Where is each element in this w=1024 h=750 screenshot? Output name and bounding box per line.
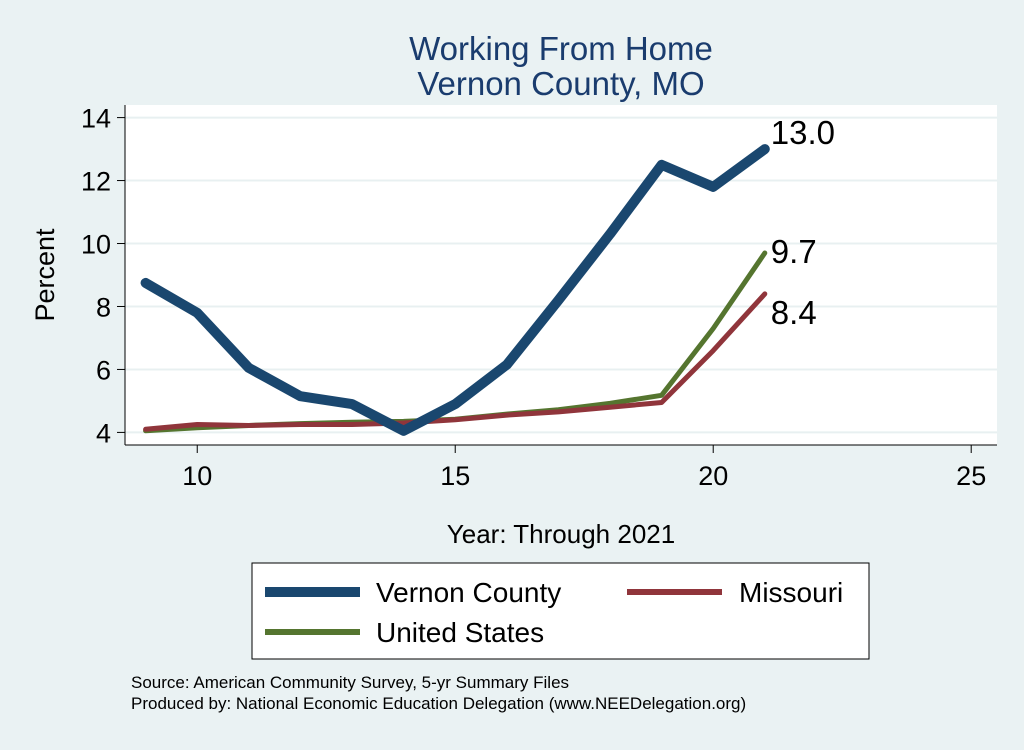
x-tick-label-20: 20 <box>698 461 728 491</box>
produced-by-note: Produced by: National Economic Education… <box>131 694 746 713</box>
x-axis-label: Year: Through 2021 <box>447 519 675 549</box>
legend-label-missouri: Missouri <box>739 577 843 608</box>
chart-subtitle: Vernon County, MO <box>417 65 704 102</box>
source-note: Source: American Community Survey, 5-yr … <box>131 673 569 692</box>
y-tick-label-4: 4 <box>96 418 111 448</box>
legend: Vernon County Missouri United States <box>251 562 870 660</box>
y-tick-label-12: 12 <box>81 167 111 197</box>
end-labels: 13.0 8.4 9.7 <box>771 114 835 331</box>
end-label-missouri: 8.4 <box>771 294 817 331</box>
chart-title: Working From Home <box>409 30 713 67</box>
x-tick-label-15: 15 <box>440 461 470 491</box>
y-tick-label-8: 8 <box>96 292 111 322</box>
end-label-vernon-county: 13.0 <box>771 114 835 151</box>
x-ticks: 10 15 20 25 <box>182 445 986 491</box>
series-lines <box>140 144 770 436</box>
x-tick-label-25: 25 <box>956 461 986 491</box>
legend-label-united-states: United States <box>376 617 544 648</box>
end-label-united-states: 9.7 <box>771 233 817 270</box>
y-tick-label-6: 6 <box>96 355 111 385</box>
grid-lines <box>125 116 997 434</box>
axes <box>124 105 997 446</box>
legend-label-vernon-county: Vernon County <box>376 577 561 608</box>
legend-box <box>251 562 870 660</box>
x-tick-label-10: 10 <box>182 461 212 491</box>
y-axis-label: Percent <box>30 228 60 322</box>
y-tick-label-10: 10 <box>81 230 111 260</box>
series-line-vernon-county <box>140 144 770 436</box>
plot-area <box>125 105 997 445</box>
y-ticks: 4 6 8 10 12 14 <box>81 104 125 448</box>
y-tick-label-14: 14 <box>81 104 111 134</box>
series-line-missouri <box>143 291 768 432</box>
